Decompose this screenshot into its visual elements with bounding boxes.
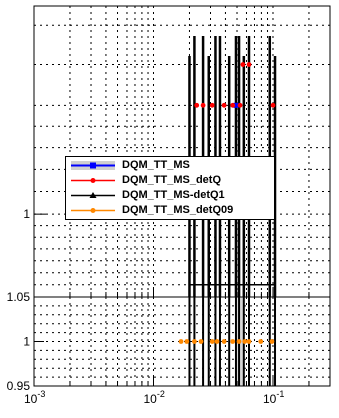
data-point-circle [200,102,206,108]
grid-bottom [33,297,330,386]
data-point-circle [221,339,227,344]
legend-symbol-square-icon [71,161,115,170]
axis-ticks: 10-3 10-2 10-1 1 0.95 1 1.05 [7,207,310,406]
y-tick-label: 1 [23,207,30,221]
legend-label: DQM_TT_MS_detQ [122,174,222,186]
data-point-circle [236,339,242,344]
data-point-circle [246,339,252,344]
data-point-circle [198,339,204,344]
legend-entry-dqm-tt-ms-detq09: DQM_TT_MS_detQ09 [66,203,274,218]
data-point-circle [230,102,236,108]
top-panel-frame [33,5,331,298]
data-points [178,62,276,344]
data-point-circle [221,102,227,108]
data-point-circle [269,339,275,344]
legend-entry-dqm-tt-ms: DQM_TT_MS [66,158,274,173]
data-point-circle [237,102,243,108]
data-point-circle [246,62,252,67]
y-tick-label: 1 [23,335,30,349]
x-tick-label: 10-1 [263,389,284,406]
legend-symbol-red-circle-icon [71,178,115,183]
data-point-circle [258,339,264,344]
data-point-circle [178,339,184,344]
legend-symbol-orange-circle-icon [71,208,115,213]
data-point-circle [270,102,276,108]
data-point-circle [240,62,246,67]
legend-label: DQM_TT_MS-detQ1 [122,189,225,201]
y-tick-label: 0.95 [7,379,31,393]
data-point-circle [214,339,220,344]
data-point-circle [184,339,190,344]
legend-entry-dqm-tt-ms-detq: DQM_TT_MS_detQ [66,173,274,188]
data-point-circle [194,102,200,108]
data-point-circle [192,339,197,344]
data-point-square [233,102,239,108]
legend: DQM_TT_MS DQM_TT_MS_detQ DQM_TT_MS-detQ1… [65,156,275,220]
grid-top [33,6,330,297]
data-point-circle [209,339,215,344]
legend-label: DQM_TT_MS_detQ09 [122,204,234,216]
legend-label: DQM_TT_MS [122,159,190,171]
legend-symbol-triangle-icon [71,192,115,198]
x-tick-label: 10-3 [24,389,45,406]
legend-entry-dqm-tt-ms-detq1: DQM_TT_MS-detQ1 [66,188,274,203]
y-tick-label: 1.05 [7,290,31,304]
data-point-circle [209,102,215,108]
x-tick-label: 10-2 [143,389,164,406]
data-point-circle [242,339,248,344]
data-point-circle [230,339,236,344]
